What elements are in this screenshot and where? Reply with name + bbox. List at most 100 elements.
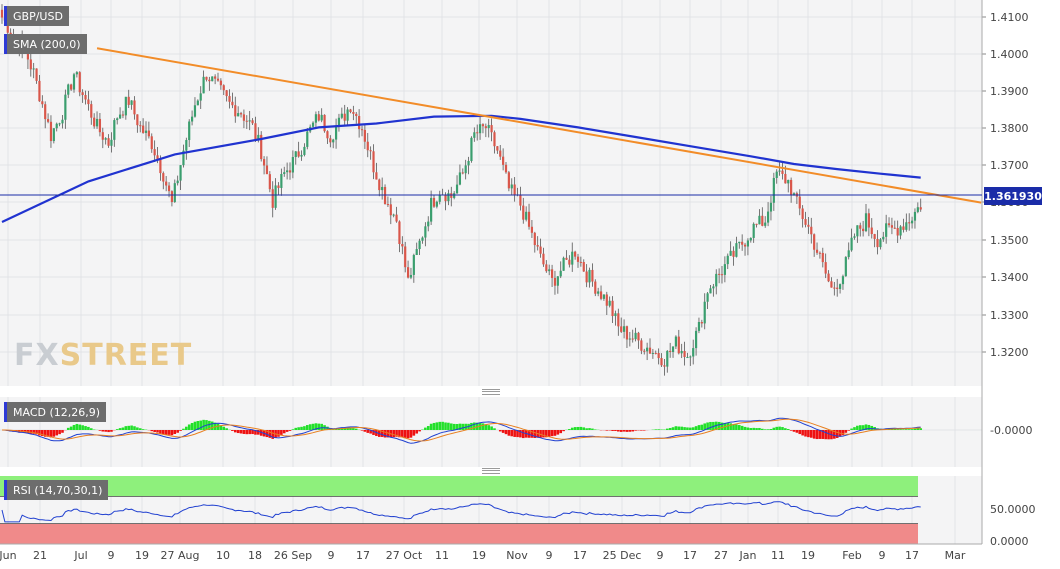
candle-body (712, 286, 715, 289)
macd-histogram-bar (257, 430, 260, 435)
candle-body (905, 222, 908, 230)
sma-legend[interactable]: SMA (200,0) (4, 34, 87, 54)
candle-body (761, 215, 764, 226)
macd-histogram-bar (354, 428, 358, 430)
macd-histogram-bar (291, 429, 295, 430)
candle-body (608, 300, 611, 306)
candle-body (432, 197, 436, 207)
candle-body (703, 301, 706, 324)
y-tick-label: 1.3900 (990, 85, 1029, 98)
macd-histogram-bar (611, 430, 614, 431)
macd-histogram-bar (628, 430, 632, 432)
candle-body (766, 211, 770, 223)
candle-body (646, 347, 649, 352)
candle-body (643, 350, 646, 352)
candle-body (81, 92, 84, 96)
candle-body (769, 202, 773, 212)
macd-histogram-bar (907, 429, 911, 430)
last-price-text: 1.361930 (984, 189, 1042, 203)
macd-histogram-bar (101, 430, 105, 432)
candle-body (193, 105, 197, 117)
candle-body (375, 172, 378, 180)
macd-histogram-bar (487, 425, 491, 430)
macd-histogram-bar (141, 429, 145, 430)
macd-histogram-bar (809, 430, 813, 438)
pane-resize-handle-rsi[interactable] (482, 468, 500, 474)
macd-histogram-bar (107, 430, 110, 433)
candle-body (841, 276, 845, 285)
y-tick-label: 1.4000 (990, 48, 1029, 61)
candle-body (381, 186, 384, 191)
candle-body (502, 156, 505, 165)
rsi-series (1, 501, 921, 523)
candle-body (369, 150, 372, 152)
candle-body (706, 293, 709, 302)
macd-legend[interactable]: MACD (12,26,9) (4, 402, 107, 422)
macd-histogram-bar (902, 429, 905, 430)
candle-body (199, 93, 202, 101)
candle-body (487, 125, 490, 129)
macd-histogram-bar (475, 422, 479, 430)
candle-body (438, 194, 441, 202)
macd-histogram-bar (815, 430, 819, 440)
candle-body (222, 85, 225, 91)
sma-legend-text: SMA (200,0) (13, 37, 81, 51)
macd-histogram-bar (539, 430, 542, 438)
pane-resize-handle-macd[interactable] (482, 389, 500, 395)
candle-body (574, 251, 577, 257)
candle-body (853, 236, 856, 238)
candle-body (850, 237, 853, 251)
macd-histogram-bar (222, 426, 226, 430)
x-axis: Jun 21 Jul 9 19 27 Aug 10 18 26 Sep 9 17 27 Oct 11 19… (0, 543, 982, 562)
x-tick-label: 25 Dec (603, 549, 642, 562)
x-tick-label: 26 Sep (274, 549, 312, 562)
candle-body (634, 332, 637, 340)
macd-histogram-bar (625, 430, 629, 432)
x-tick-label: Jul (73, 549, 87, 562)
candle-body (749, 237, 752, 241)
macd-histogram-bar (703, 423, 707, 430)
macd-histogram-bar (542, 430, 545, 438)
candle-body (95, 118, 99, 127)
candle-body (908, 222, 911, 224)
candle-body (52, 128, 55, 142)
x-tick-label: 19 (472, 549, 486, 562)
rsi-overbought-zone (0, 476, 918, 497)
candle-body (144, 130, 148, 133)
macd-histogram-bar (818, 430, 822, 439)
macd-histogram-bar (444, 422, 447, 430)
macd-histogram-bar (115, 429, 119, 430)
candle-body (579, 261, 582, 263)
candle-body (332, 139, 335, 143)
candle-body (784, 173, 787, 184)
candle-body (358, 116, 361, 130)
y-tick-label: 1.3700 (990, 159, 1029, 172)
candle-body (188, 121, 191, 141)
rsi-legend[interactable]: RSI (14,70,30,1) (4, 480, 109, 500)
candle-body (84, 95, 87, 100)
macd-histogram-bar (591, 428, 594, 430)
macd-histogram-bar (130, 425, 133, 430)
y-tick-label: 1.3300 (990, 309, 1029, 322)
candle-body (349, 109, 352, 113)
macd-histogram-bar (156, 430, 159, 433)
macd-histogram-bar (798, 430, 802, 435)
macd-histogram-bar (245, 430, 249, 435)
macd-histogram-bar (619, 430, 623, 432)
macd-histogram-bar (697, 425, 701, 430)
macd-histogram-bar (35, 430, 38, 435)
candle-body (910, 220, 914, 224)
macd-histogram-bar (484, 424, 488, 430)
candle-body (833, 287, 836, 289)
macd-histogram-bar (691, 427, 695, 430)
macd-histogram-bar (588, 428, 591, 430)
candle-body (720, 274, 724, 276)
macd-histogram-bar (533, 430, 537, 438)
macd-histogram-bar (343, 428, 347, 430)
macd-histogram-bar (498, 430, 502, 432)
macd-histogram-bar (870, 425, 874, 430)
candle-body (139, 125, 142, 127)
candle-body (755, 223, 758, 225)
candle-body (548, 269, 551, 272)
